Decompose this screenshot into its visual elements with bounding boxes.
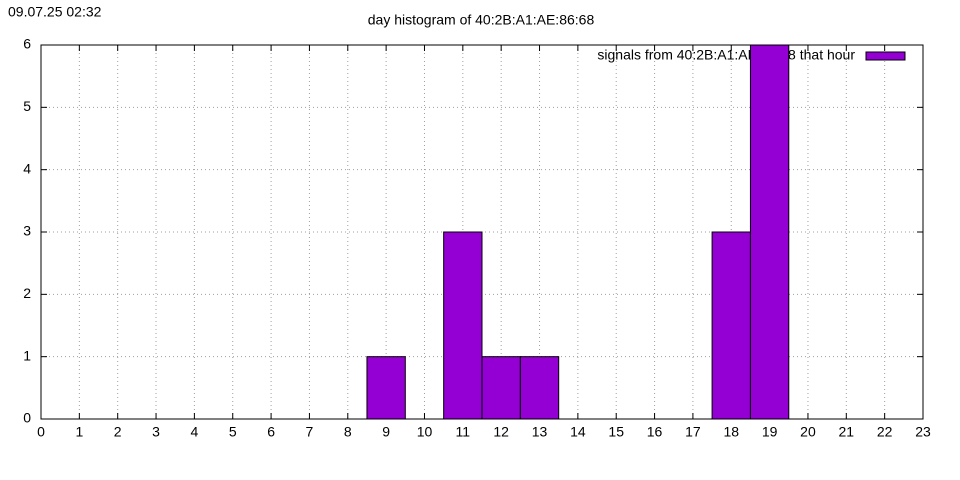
y-tick-label: 4	[23, 160, 31, 176]
x-tick-label: 15	[608, 424, 624, 440]
x-tick-label: 22	[877, 424, 893, 440]
legend-swatch	[865, 51, 906, 61]
y-tick-label: 5	[23, 98, 31, 114]
bar	[711, 231, 751, 420]
legend-label: signals from 40:2B:A1:AE:86:68 that hour	[597, 47, 855, 63]
x-tick-label: 5	[229, 424, 237, 440]
x-tick-label: 4	[190, 424, 198, 440]
x-tick-label: 20	[800, 424, 816, 440]
x-tick-label: 1	[75, 424, 83, 440]
timestamp: 09.07.25 02:32	[8, 4, 102, 20]
x-tick-label: 10	[417, 424, 433, 440]
bar	[366, 356, 406, 420]
x-tick-label: 9	[382, 424, 390, 440]
bar	[443, 231, 483, 420]
x-tick-label: 21	[839, 424, 855, 440]
x-tick-label: 7	[306, 424, 314, 440]
y-tick-label: 6	[23, 36, 31, 52]
bar	[481, 356, 521, 420]
x-tick-label: 12	[493, 424, 509, 440]
x-tick-label: 17	[685, 424, 701, 440]
x-tick-label: 11	[456, 424, 471, 440]
y-tick-label: 1	[23, 347, 31, 363]
y-tick-label: 3	[23, 223, 31, 239]
y-tick-label: 2	[23, 285, 31, 301]
x-tick-label: 8	[344, 424, 352, 440]
x-tick-label: 0	[37, 424, 45, 440]
chart-title: day histogram of 40:2B:A1:AE:86:68	[368, 12, 595, 28]
plot-frame	[40, 44, 924, 420]
bar	[749, 44, 790, 420]
y-tick-label: 0	[23, 410, 31, 426]
x-tick-label: 13	[532, 424, 548, 440]
x-tick-label: 14	[570, 424, 586, 440]
x-tick-label: 23	[915, 424, 931, 440]
x-tick-label: 18	[723, 424, 739, 440]
x-tick-label: 2	[114, 424, 122, 440]
x-tick-label: 19	[762, 424, 778, 440]
x-tick-label: 6	[267, 424, 275, 440]
x-tick-label: 16	[647, 424, 663, 440]
bar	[519, 356, 560, 420]
x-tick-label: 3	[152, 424, 160, 440]
